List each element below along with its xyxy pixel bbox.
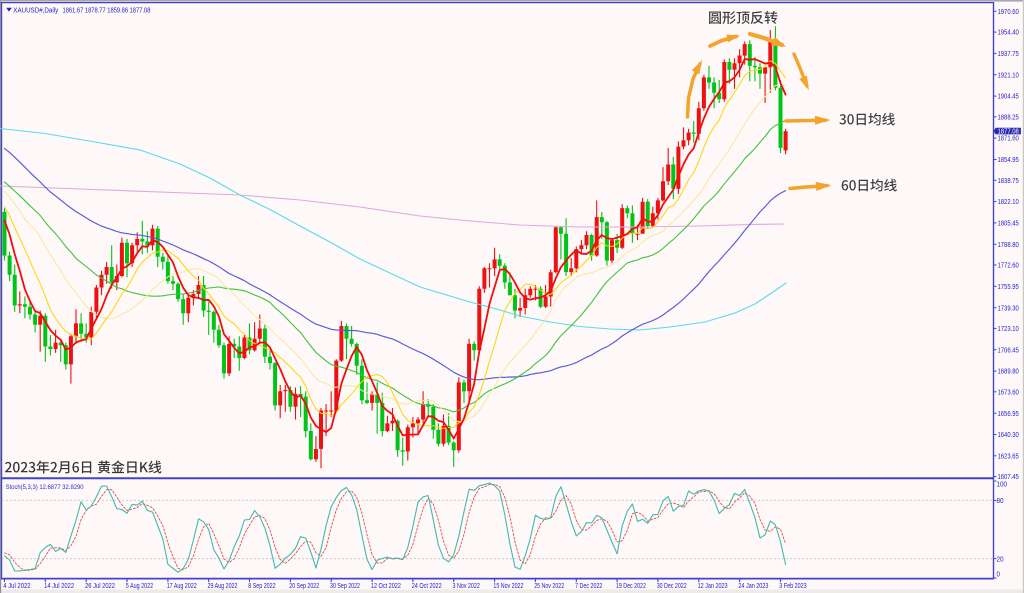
svg-text:1673.60: 1673.60 xyxy=(998,388,1019,396)
svg-text:12 Oct 2022: 12 Oct 2022 xyxy=(371,583,401,590)
svg-text:1755.95: 1755.95 xyxy=(998,283,1019,291)
svg-text:3 Feb 2023: 3 Feb 2023 xyxy=(779,583,806,590)
svg-text:26 Jul 2022: 26 Jul 2022 xyxy=(85,583,115,590)
svg-text:17 Aug 2022: 17 Aug 2022 xyxy=(167,583,197,590)
svg-text:15 Nov 2022: 15 Nov 2022 xyxy=(493,583,523,590)
svg-text:1706.45: 1706.45 xyxy=(998,346,1019,354)
svg-text:1854.95: 1854.95 xyxy=(998,156,1019,164)
svg-text:20 Sep 2022: 20 Sep 2022 xyxy=(289,583,319,590)
svg-text:1623.65: 1623.65 xyxy=(998,452,1019,460)
svg-text:1788.80: 1788.80 xyxy=(998,241,1019,249)
svg-text:20: 20 xyxy=(997,555,1004,563)
svg-text:1904.45: 1904.45 xyxy=(998,93,1019,101)
svg-text:1656.95: 1656.95 xyxy=(998,410,1019,418)
svg-text:8 Sep 2022: 8 Sep 2022 xyxy=(248,583,275,590)
svg-text:1871.60: 1871.60 xyxy=(998,135,1019,143)
svg-text:1689.80: 1689.80 xyxy=(998,368,1019,376)
svg-text:3 Nov 2022: 3 Nov 2022 xyxy=(453,583,480,590)
svg-text:1877.08: 1877.08 xyxy=(998,128,1019,136)
svg-text:1970.60: 1970.60 xyxy=(998,8,1019,16)
svg-text:25 Nov 2022: 25 Nov 2022 xyxy=(534,583,564,590)
svg-text:1822.10: 1822.10 xyxy=(998,198,1019,206)
svg-text:12 Jan 2023: 12 Jan 2023 xyxy=(698,583,728,590)
svg-text:Stoch(5,3,3) 12.6877 32.8290: Stoch(5,3,3) 12.6877 32.8290 xyxy=(6,484,84,491)
svg-text:1937.75: 1937.75 xyxy=(998,50,1019,58)
svg-text:30 Sep 2022: 30 Sep 2022 xyxy=(330,583,360,590)
svg-text:1861.67 1878.77 1859.86 1877.0: 1861.67 1878.77 1859.86 1877.08 xyxy=(63,7,151,14)
svg-text:4 Jul 2022: 4 Jul 2022 xyxy=(3,583,30,590)
svg-text:5 Aug 2022: 5 Aug 2022 xyxy=(126,583,153,590)
svg-text:1921.10: 1921.10 xyxy=(998,71,1019,79)
svg-text:1640.30: 1640.30 xyxy=(998,431,1019,439)
svg-text:XAUUSD#,Daily: XAUUSD#,Daily xyxy=(13,7,58,14)
svg-text:0: 0 xyxy=(997,570,1001,578)
svg-text:80: 80 xyxy=(997,497,1004,505)
svg-text:1739.30: 1739.30 xyxy=(998,304,1019,312)
svg-text:14 Jul 2022: 14 Jul 2022 xyxy=(44,583,74,590)
svg-text:19 Dec 2022: 19 Dec 2022 xyxy=(616,583,646,590)
svg-text:100: 100 xyxy=(997,481,1008,489)
svg-text:1607.45: 1607.45 xyxy=(998,473,1019,481)
svg-text:1954.40: 1954.40 xyxy=(998,29,1019,37)
svg-text:1772.60: 1772.60 xyxy=(998,262,1019,270)
svg-text:1805.45: 1805.45 xyxy=(998,220,1019,228)
svg-text:1838.75: 1838.75 xyxy=(998,177,1019,185)
svg-text:1723.10: 1723.10 xyxy=(998,325,1019,333)
svg-text:24 Jan 2023: 24 Jan 2023 xyxy=(738,583,768,590)
svg-text:30 Dec 2022: 30 Dec 2022 xyxy=(657,583,687,590)
svg-text:24 Oct 2022: 24 Oct 2022 xyxy=(412,583,442,590)
svg-text:7 Dec 2022: 7 Dec 2022 xyxy=(575,583,602,590)
svg-text:1888.25: 1888.25 xyxy=(998,113,1019,121)
svg-text:29 Aug 2022: 29 Aug 2022 xyxy=(208,583,238,590)
